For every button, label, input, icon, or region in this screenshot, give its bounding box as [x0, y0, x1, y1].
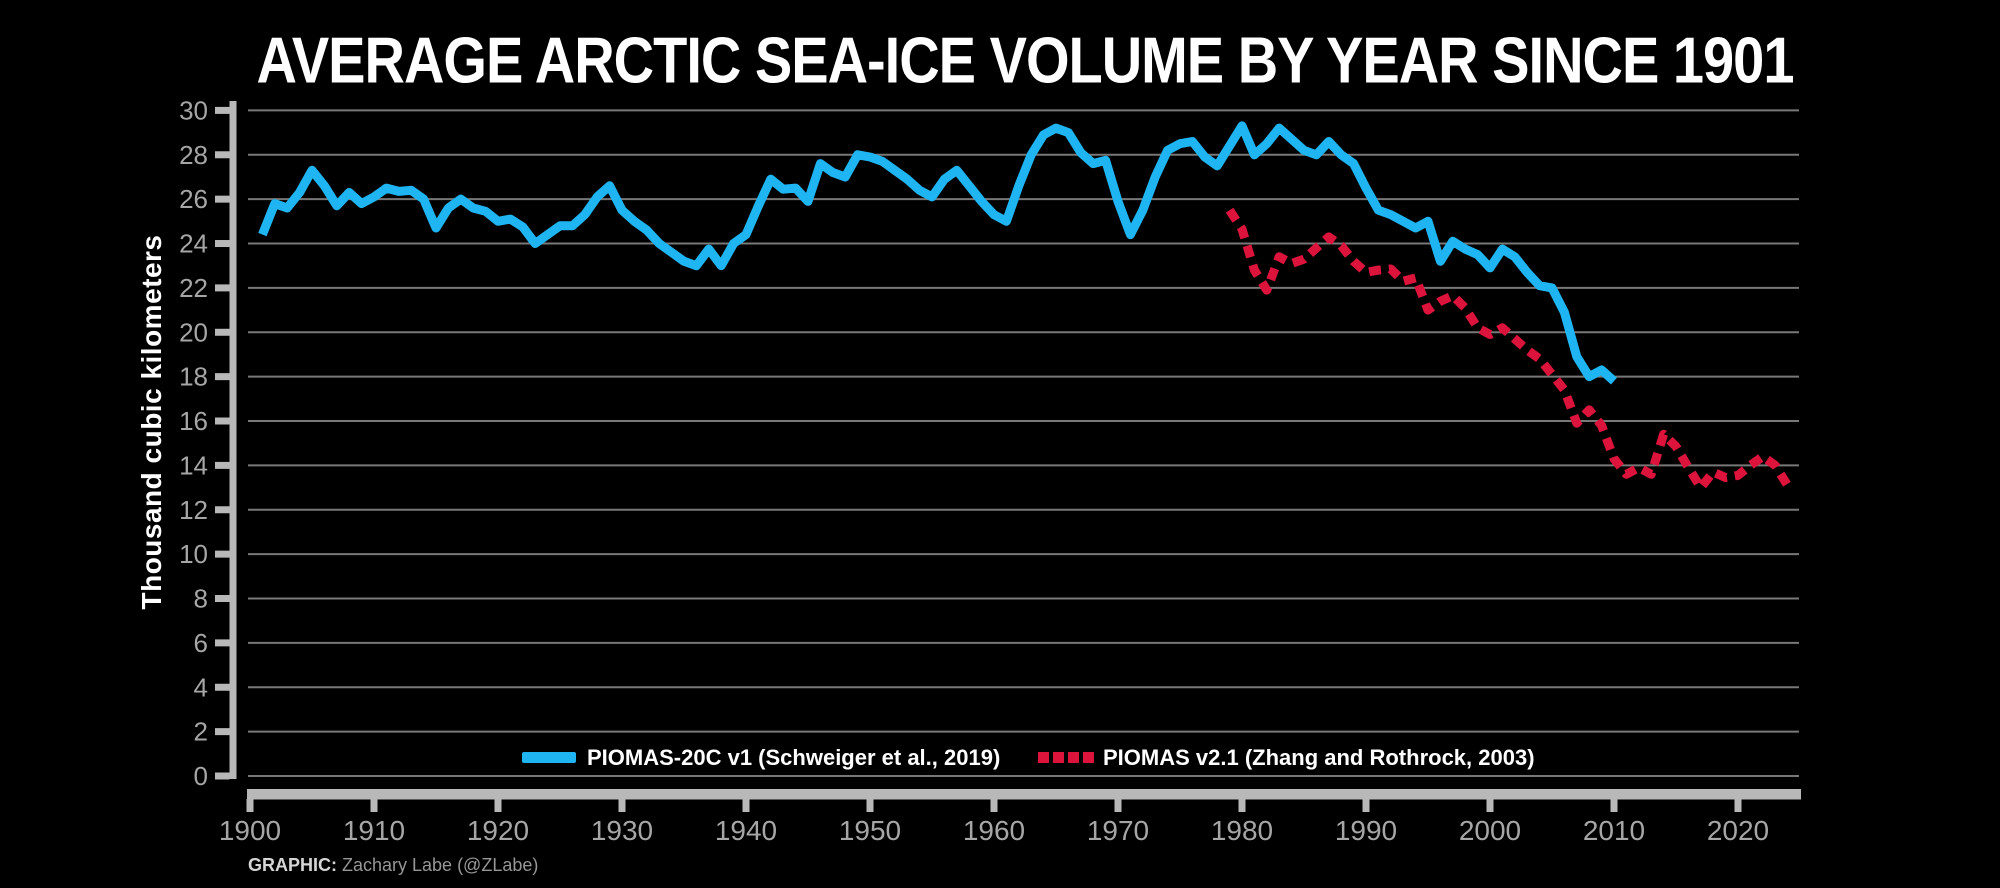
y-tick — [215, 728, 230, 736]
x-tick — [1610, 799, 1618, 812]
y-tick — [215, 772, 230, 780]
y-tick — [215, 461, 230, 469]
y-tick — [215, 284, 230, 292]
y-tick — [215, 639, 230, 647]
y-tick-label: 20 — [179, 317, 208, 347]
x-tick-label: 1990 — [1335, 815, 1397, 846]
y-tick-label: 0 — [194, 761, 208, 791]
x-tick-label: 1970 — [1087, 815, 1149, 846]
y-tick — [215, 240, 230, 248]
legend-dash — [1068, 752, 1079, 763]
credit-line: GRAPHIC: Zachary Labe (@ZLabe) — [248, 855, 538, 876]
credit-author: Zachary Labe (@ZLabe) — [337, 855, 539, 875]
legend-dash — [1083, 752, 1094, 763]
x-tick-label: 2010 — [1583, 815, 1645, 846]
y-tick-label: 28 — [179, 140, 208, 170]
x-tick-label: 1910 — [343, 815, 405, 846]
legend-swatch-piomas-v21 — [1038, 752, 1098, 763]
series-line-0 — [258, 121, 1618, 385]
x-tick-label: 1950 — [839, 815, 901, 846]
y-tick — [215, 328, 230, 336]
y-tick-label: 10 — [179, 539, 208, 569]
y-tick-label: 16 — [179, 406, 208, 436]
x-tick-label: 1980 — [1211, 815, 1273, 846]
x-tick-label: 1960 — [963, 815, 1025, 846]
y-tick-label: 30 — [179, 95, 208, 125]
y-tick — [215, 506, 230, 514]
y-tick — [215, 151, 230, 159]
legend-label-piomas20c: PIOMAS-20C v1 (Schweiger et al., 2019) — [587, 745, 1001, 770]
legend-dash — [1053, 752, 1064, 763]
chart-title: AVERAGE ARCTIC SEA-ICE VOLUME BY YEAR SI… — [256, 23, 1795, 97]
y-tick-label: 24 — [179, 229, 208, 259]
legend-swatch-piomas20c — [522, 752, 576, 763]
y-tick-label: 26 — [179, 184, 208, 214]
x-tick — [866, 799, 874, 812]
y-tick-label: 18 — [179, 362, 208, 392]
y-tick-label: 14 — [179, 450, 208, 480]
x-tick-label: 2020 — [1707, 815, 1769, 846]
x-tick — [246, 799, 254, 812]
y-axis-spine — [229, 101, 237, 779]
x-tick — [990, 799, 998, 812]
y-tick — [215, 417, 230, 425]
y-tick — [215, 595, 230, 603]
x-tick-label: 1920 — [467, 815, 529, 846]
legend-dash — [1038, 752, 1049, 763]
x-tick — [1362, 799, 1370, 812]
y-tick-label: 4 — [194, 672, 208, 702]
x-tick-label: 1900 — [219, 815, 281, 846]
credit-prefix: GRAPHIC: — [248, 855, 337, 875]
x-axis-spine — [247, 789, 1801, 800]
x-tick — [1238, 799, 1246, 812]
y-tick-label: 6 — [194, 628, 208, 658]
x-tick-label: 1930 — [591, 815, 653, 846]
x-tick-label: 1940 — [715, 815, 777, 846]
y-tick — [215, 550, 230, 558]
y-tick — [215, 683, 230, 691]
y-tick-label: 8 — [194, 584, 208, 614]
x-tick — [618, 799, 626, 812]
y-tick — [215, 195, 230, 203]
y-tick-label: 22 — [179, 273, 208, 303]
x-tick — [494, 799, 502, 812]
x-tick — [1486, 799, 1494, 812]
x-tick — [742, 799, 750, 812]
series-line-1 — [1225, 207, 1792, 493]
y-tick — [215, 373, 230, 381]
y-tick-label: 2 — [194, 717, 208, 747]
x-tick — [370, 799, 378, 812]
y-tick-label: 12 — [179, 495, 208, 525]
y-tick — [215, 106, 230, 114]
x-tick — [1734, 799, 1742, 812]
legend-label-piomas-v21: PIOMAS v2.1 (Zhang and Rothrock, 2003) — [1103, 745, 1535, 770]
x-tick — [1114, 799, 1122, 812]
x-tick-label: 2000 — [1459, 815, 1521, 846]
